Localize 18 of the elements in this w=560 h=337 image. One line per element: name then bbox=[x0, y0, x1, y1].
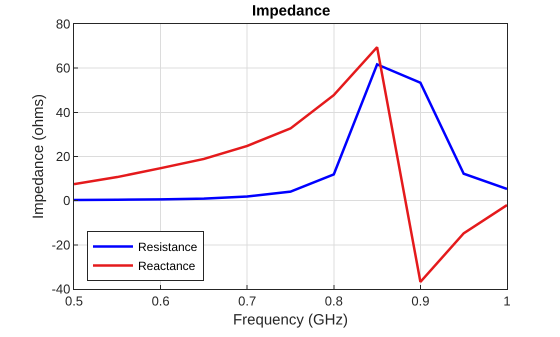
x-tick-label: 0.7 bbox=[238, 294, 256, 309]
y-tick-label: 80 bbox=[56, 16, 70, 32]
legend-label: Resistance bbox=[138, 240, 198, 254]
y-tick-label: 0 bbox=[63, 193, 70, 208]
line-series bbox=[74, 63, 507, 202]
y-tick-label: -20 bbox=[52, 237, 70, 252]
y-tick-label: 60 bbox=[56, 60, 70, 76]
x-tick-label: 0.8 bbox=[324, 294, 343, 309]
x-tick-label: 1 bbox=[503, 294, 511, 309]
y-tick-label: 40 bbox=[56, 104, 70, 120]
chart-title: Impedance bbox=[252, 2, 330, 20]
line-series bbox=[74, 46, 507, 284]
y-tick-label: 20 bbox=[56, 149, 70, 164]
y-axis-title: Impedance (ohms) bbox=[30, 94, 47, 220]
x-axis-title: Frequency (GHz) bbox=[232, 312, 348, 329]
legend-label: Reactance bbox=[138, 259, 196, 274]
x-tick-label: 0.6 bbox=[152, 294, 170, 309]
x-tick-label: 0.9 bbox=[411, 294, 430, 309]
